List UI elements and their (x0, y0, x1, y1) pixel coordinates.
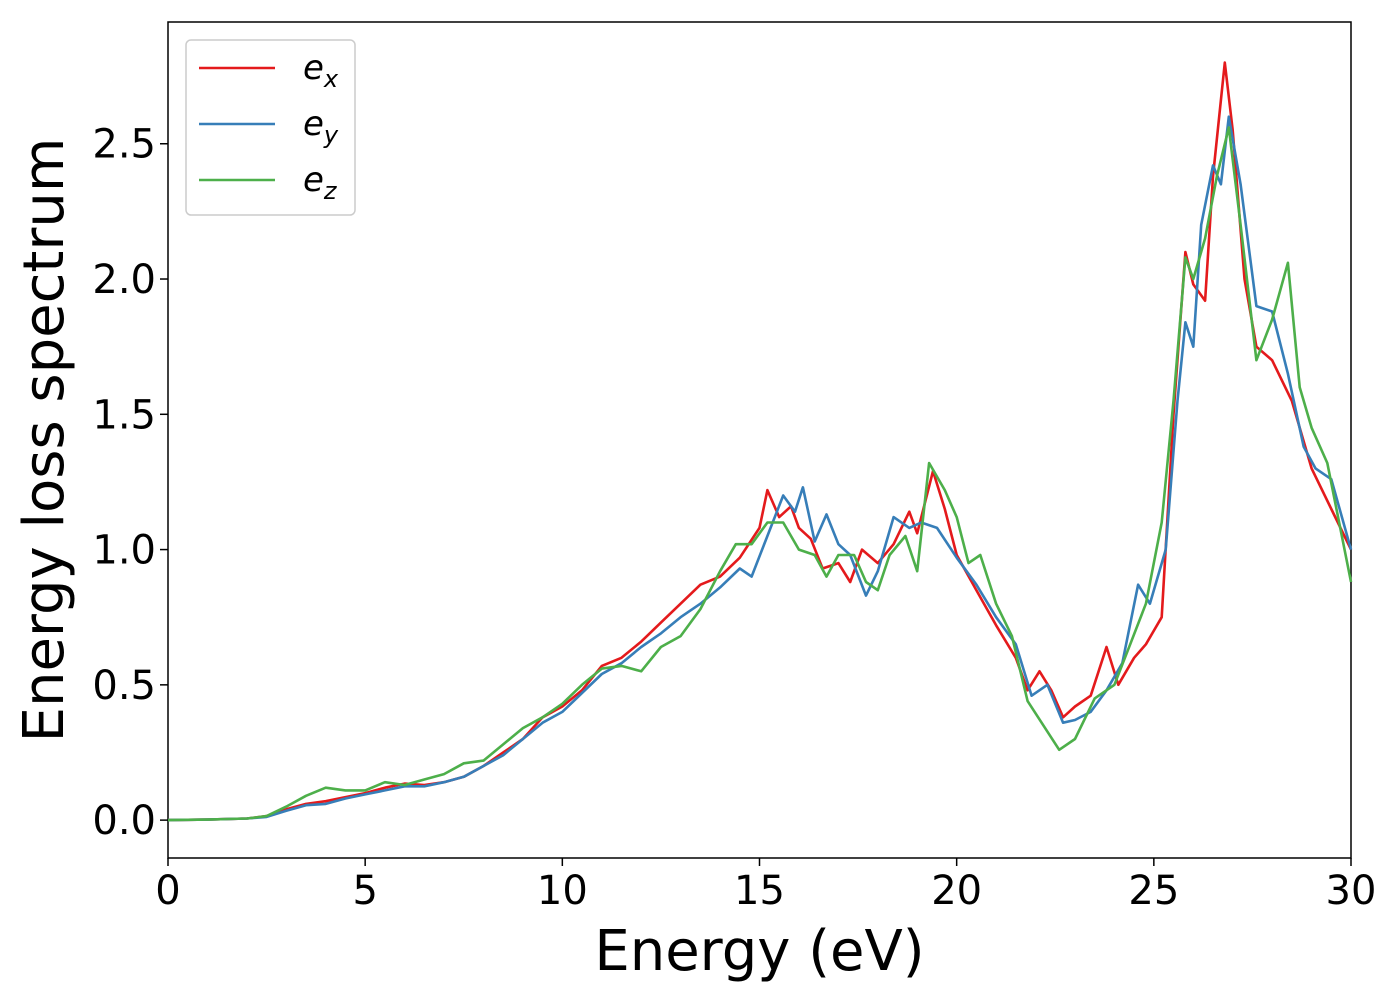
y-tick-label: 2.0 (92, 257, 156, 303)
x-tick-label: 0 (155, 868, 180, 914)
y-axis-label: Energy loss spectrum (12, 138, 77, 743)
y-tick-label: 1.0 (92, 528, 156, 574)
series-lines (167, 61, 1353, 822)
legend-box (185, 39, 356, 216)
x-tick-label: 5 (352, 868, 377, 914)
x-axis-ticks: 0 5 10 15 20 25 30 (155, 858, 1376, 914)
y-tick-label: 1.5 (92, 392, 156, 438)
y-axis-ticks: 0.0 0.5 1.0 1.5 2.0 2.5 (92, 122, 168, 844)
x-axis-label: Energy (eV) (594, 919, 924, 984)
series-line-y (167, 115, 1353, 822)
y-tick-label: 0.5 (92, 663, 156, 709)
x-tick-label: 10 (537, 868, 588, 914)
x-tick-label: 25 (1128, 868, 1179, 914)
y-tick-label: 2.5 (92, 122, 156, 168)
legend: ex ey ez (185, 39, 356, 216)
legend-label-x: ex (303, 48, 339, 93)
plot-area (167, 21, 1352, 859)
legend-label-z: ez (303, 160, 338, 205)
x-tick-label: 30 (1326, 868, 1377, 914)
legend-label-y: ey (303, 104, 339, 149)
x-tick-label: 15 (734, 868, 785, 914)
y-tick-label: 0.0 (92, 798, 156, 844)
x-tick-label: 20 (931, 868, 982, 914)
series-line-z (167, 126, 1353, 822)
